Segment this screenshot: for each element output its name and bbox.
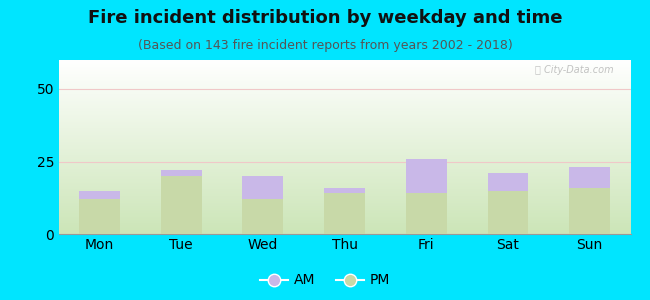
Bar	[569, 167, 610, 188]
Bar	[161, 170, 202, 176]
Bar	[324, 194, 365, 234]
Bar	[242, 176, 283, 199]
Bar	[161, 176, 202, 234]
Bar	[406, 194, 447, 234]
Bar	[324, 188, 365, 194]
Bar	[488, 173, 528, 190]
Legend: AM, PM: AM, PM	[255, 268, 395, 293]
Text: Fire incident distribution by weekday and time: Fire incident distribution by weekday an…	[88, 9, 562, 27]
Text: (Based on 143 fire incident reports from years 2002 - 2018): (Based on 143 fire incident reports from…	[138, 39, 512, 52]
Bar	[79, 190, 120, 199]
Text: Ⓢ City-Data.com: Ⓢ City-Data.com	[535, 65, 614, 75]
Bar	[488, 190, 528, 234]
Bar	[406, 159, 447, 194]
Bar	[79, 199, 120, 234]
Bar	[569, 188, 610, 234]
Bar	[242, 199, 283, 234]
